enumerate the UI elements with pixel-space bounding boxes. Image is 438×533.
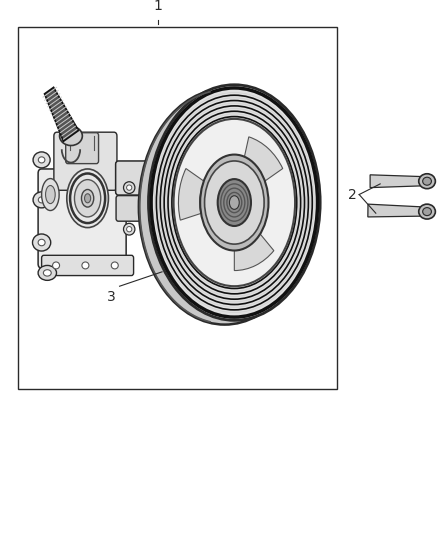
Wedge shape <box>243 137 283 181</box>
Ellipse shape <box>32 234 51 251</box>
Polygon shape <box>368 204 427 217</box>
Ellipse shape <box>33 192 50 208</box>
FancyBboxPatch shape <box>42 255 134 276</box>
Polygon shape <box>45 87 78 141</box>
Ellipse shape <box>127 227 132 232</box>
Ellipse shape <box>419 204 435 219</box>
Ellipse shape <box>38 239 45 246</box>
Ellipse shape <box>146 198 154 219</box>
Ellipse shape <box>60 126 82 146</box>
Ellipse shape <box>67 169 109 228</box>
Text: 3: 3 <box>107 290 116 304</box>
Ellipse shape <box>151 88 318 317</box>
Ellipse shape <box>148 85 320 320</box>
Ellipse shape <box>205 161 264 244</box>
Ellipse shape <box>42 179 59 211</box>
Ellipse shape <box>39 197 45 203</box>
Ellipse shape <box>230 196 239 209</box>
Ellipse shape <box>38 265 57 280</box>
FancyBboxPatch shape <box>54 132 117 190</box>
Ellipse shape <box>173 119 295 286</box>
Bar <box>18 27 337 389</box>
FancyBboxPatch shape <box>38 169 126 268</box>
Ellipse shape <box>200 155 268 251</box>
Wedge shape <box>234 232 274 271</box>
Ellipse shape <box>423 177 431 185</box>
Wedge shape <box>178 168 205 220</box>
Text: 2: 2 <box>348 188 357 201</box>
FancyBboxPatch shape <box>116 196 152 221</box>
Ellipse shape <box>111 262 118 269</box>
FancyBboxPatch shape <box>66 133 99 164</box>
Ellipse shape <box>124 182 135 193</box>
Ellipse shape <box>423 207 431 216</box>
Ellipse shape <box>124 223 135 235</box>
Ellipse shape <box>218 179 251 226</box>
Ellipse shape <box>153 164 162 192</box>
Ellipse shape <box>33 152 50 168</box>
Ellipse shape <box>53 262 60 269</box>
Text: 1: 1 <box>153 0 162 13</box>
Ellipse shape <box>81 189 94 207</box>
Ellipse shape <box>85 193 91 203</box>
Ellipse shape <box>46 185 55 204</box>
Ellipse shape <box>139 89 311 325</box>
Ellipse shape <box>82 262 89 269</box>
Ellipse shape <box>74 180 101 217</box>
Ellipse shape <box>127 185 132 190</box>
Polygon shape <box>370 175 427 188</box>
Ellipse shape <box>419 174 435 189</box>
Ellipse shape <box>43 270 51 276</box>
Ellipse shape <box>39 157 45 163</box>
FancyBboxPatch shape <box>116 161 160 195</box>
